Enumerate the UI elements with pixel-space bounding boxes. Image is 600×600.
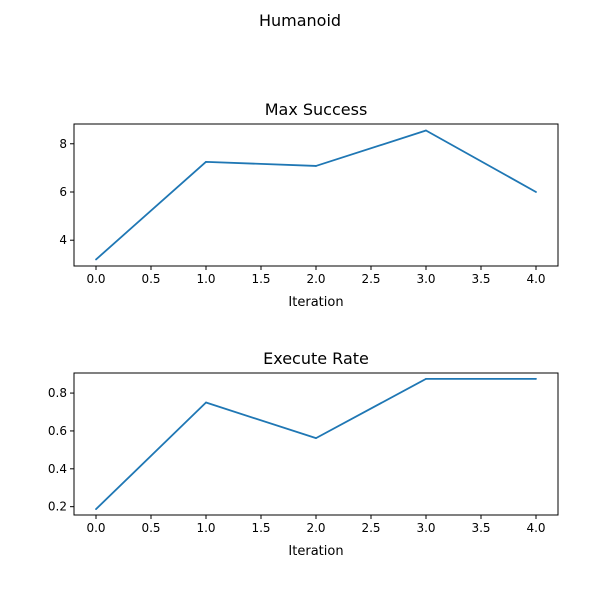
x-tick-label: 2.0 [306,521,325,535]
data-point [425,129,427,132]
y-tick-label: 6 [59,185,67,199]
y-tick-label: 4 [59,233,67,247]
x-tick-label: 3.5 [471,521,490,535]
x-tick-label: 4.0 [526,521,545,535]
x-tick-label: 3.5 [471,272,490,286]
x-tick-label: 1.0 [196,272,215,286]
subplot-2: Execute Rate 0.0 0.5 1.0 1.5 2.0 2.5 3.0 3.5 4.0 0… [48,349,559,559]
y-tick-label: 0.8 [48,386,67,400]
data-point [95,508,97,511]
x-tick-label: 0.0 [86,272,105,286]
y-tick-label: 8 [59,137,67,151]
x-tick-label: 2.5 [361,272,380,286]
x-tick-label: 0.0 [86,521,105,535]
data-point [315,437,317,440]
y-tick-label: 0.2 [48,500,67,514]
y-tick-label: 0.6 [48,424,67,438]
axes-frame [73,372,559,516]
x-tick-label: 3.0 [416,272,435,286]
series-line [95,377,536,510]
x-tick-label: 1.0 [196,521,215,535]
x-tick-label: 2.5 [361,521,380,535]
x-tick-label: 4.0 [526,272,545,286]
y-tick-label: 0.4 [48,462,67,476]
axes-frame [73,123,559,267]
data-point [205,160,207,163]
x-axis-label: Iteration [288,544,343,559]
x-tick-label: 2.0 [306,272,325,286]
data-point [535,377,537,380]
data-point [95,258,97,261]
x-tick-label: 0.5 [141,521,160,535]
x-tick-label: 0.5 [141,272,160,286]
subplot-title: Max Success [265,100,368,119]
figure-suptitle: Humanoid [259,11,341,30]
subplot-title: Execute Rate [263,349,369,368]
series-line [95,129,537,261]
data-point [535,191,537,193]
x-tick-label: 3.0 [416,521,435,535]
data-point [205,401,207,404]
data-point [315,165,317,167]
x-axis-label: Iteration [288,295,343,310]
x-tick-label: 1.5 [251,521,270,535]
subplot-1: Max Success 0.0 0.5 1.0 1.5 2.0 2.5 3.0 3.5 4.0 4 6… [59,100,559,310]
data-point [425,377,427,380]
x-tick-label: 1.5 [251,272,270,286]
